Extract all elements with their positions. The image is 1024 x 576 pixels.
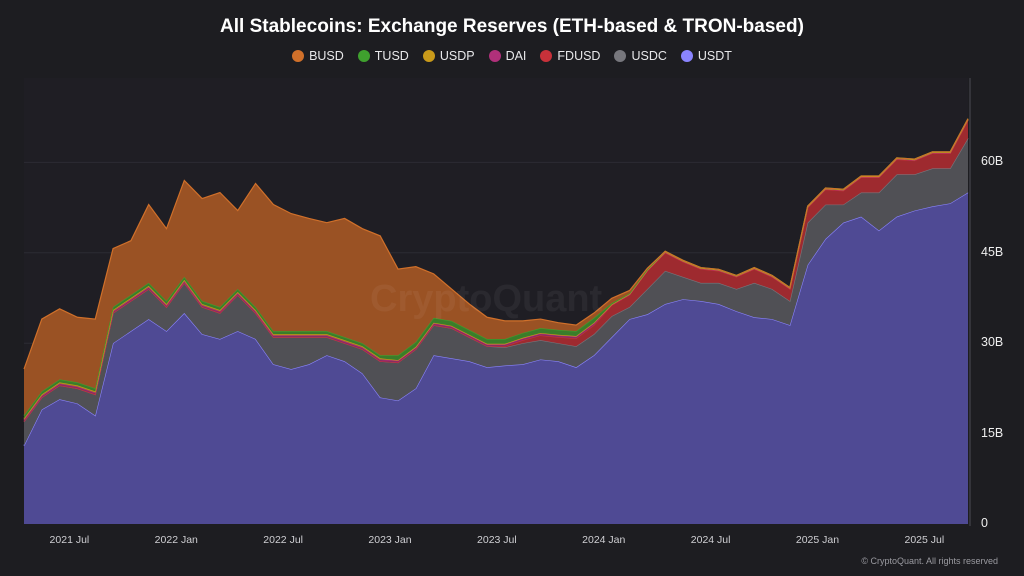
y-tick-label: 0 [981, 516, 988, 530]
y-tick-label: 15B [981, 425, 1004, 440]
watermark: CryptoQuant [370, 278, 603, 320]
legend-label: TUSD [374, 49, 409, 63]
x-tick-label: 2025 Jan [795, 534, 840, 546]
y-tick-label: 60B [981, 154, 1004, 169]
legend-swatch [488, 50, 501, 62]
y-tick-label: 45B [981, 244, 1004, 259]
copyright-credit: © CryptoQuant. All rights reserved [861, 556, 998, 566]
x-tick-label: 2021 Jul [49, 534, 90, 546]
legend-label: USDT [697, 49, 732, 63]
legend-swatch [422, 50, 435, 62]
legend-label: DAI [505, 49, 527, 63]
x-tick-label: 2022 Jul [263, 534, 303, 546]
x-tick-label: 2023 Jul [477, 534, 517, 546]
x-tick-label: 2025 Jul [904, 534, 945, 546]
x-tick-label: 2023 Jan [368, 534, 412, 546]
area-busd [24, 118, 968, 416]
legend-item-dai[interactable]: DAI [488, 49, 527, 63]
legend-swatch [614, 50, 627, 62]
legend-swatch [357, 50, 370, 62]
legend-item-usdp[interactable]: USDP [422, 49, 475, 63]
legend: BUSD TUSD USDP DAI FDUSD USDC USDT [0, 49, 1024, 63]
x-tick-label: 2022 Jan [154, 534, 198, 546]
x-tick-label: 2024 Jul [690, 534, 731, 546]
line-busd [23, 118, 969, 370]
legend-item-usdt[interactable]: USDT [680, 49, 732, 63]
legend-item-fdusd[interactable]: FDUSD [540, 49, 600, 63]
y-tick-label: 30B [981, 335, 1004, 350]
area-usdt [24, 192, 968, 524]
x-tick-label: 2024 Jan [582, 534, 626, 546]
legend-swatch [680, 50, 693, 62]
legend-item-busd[interactable]: BUSD [292, 49, 344, 63]
chart-title: All Stablecoins: Exchange Reserves (ETH-… [220, 16, 804, 37]
legend-label: USDC [631, 49, 667, 63]
legend-swatch [292, 50, 305, 62]
legend-item-tusd[interactable]: TUSD [357, 49, 409, 63]
legend-label: BUSD [309, 49, 344, 63]
legend-label: USDP [439, 49, 475, 63]
legend-swatch [540, 50, 553, 62]
legend-label: FDUSD [557, 49, 601, 63]
legend-item-usdc[interactable]: USDC [614, 49, 667, 63]
